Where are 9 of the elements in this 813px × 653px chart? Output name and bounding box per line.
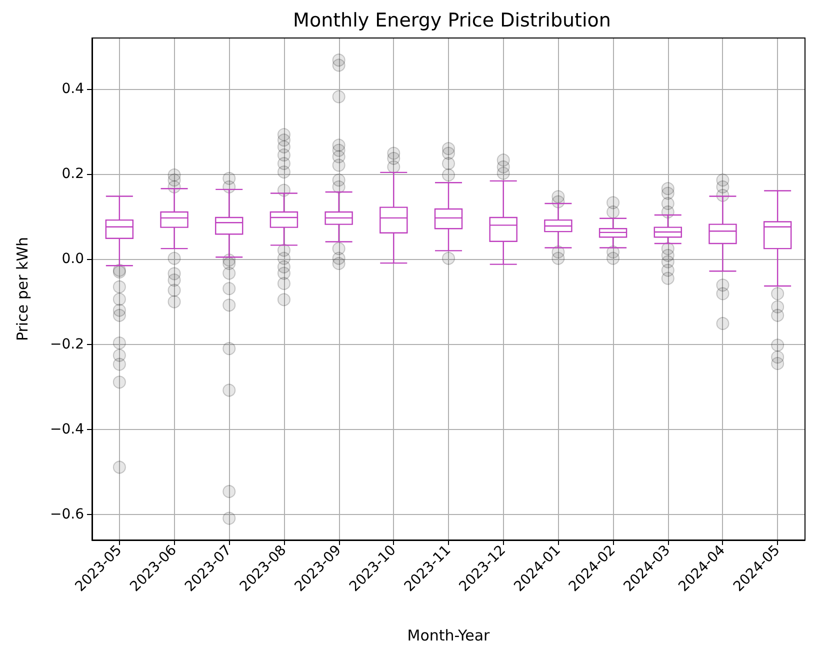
y-axis-title: Price per kWh bbox=[14, 236, 32, 342]
y-tick-label: −0.4 bbox=[50, 421, 84, 438]
y-tick-label: −0.6 bbox=[50, 506, 84, 522]
chart-title: Monthly Energy Price Distribution bbox=[293, 10, 611, 32]
y-tick-label: 0.2 bbox=[62, 166, 84, 182]
y-tick-label: 0.4 bbox=[62, 81, 84, 98]
x-axis-title: Month-Year bbox=[407, 626, 491, 644]
y-tick-label: −0.2 bbox=[50, 336, 84, 352]
y-tick-label: 0.0 bbox=[62, 251, 84, 268]
